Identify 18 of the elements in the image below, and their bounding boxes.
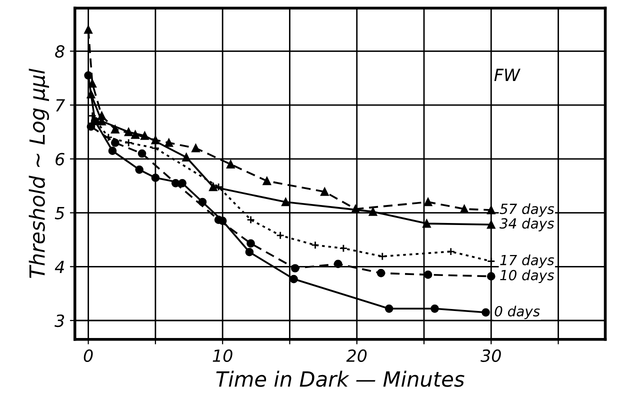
y-tick-label: 6 (56, 152, 64, 166)
y-tick-label: 8 (55, 45, 64, 58)
series-label: 34 days (500, 218, 554, 232)
x-axis-title: Time in Dark — Minutes (216, 370, 464, 387)
y-tick-label: 4 (54, 260, 64, 273)
x-tick-label: 20 (346, 349, 367, 362)
series-label: 57 days (500, 203, 554, 217)
series-label: 0 days (494, 306, 540, 320)
x-tick-label: 30 (480, 349, 501, 362)
y-axis-title: Threshold ~ Log μμl (28, 68, 49, 278)
y-tick-label: 5 (54, 206, 64, 220)
y-tick-label: 3 (54, 314, 64, 328)
x-tick-label: 0 (84, 349, 93, 362)
y-tick-label: 7 (56, 99, 66, 112)
series-label: 10 days (500, 270, 554, 284)
x-tick-label: 10 (212, 349, 232, 362)
series-label: 17 days (500, 254, 554, 268)
annotation: FW (494, 68, 520, 81)
